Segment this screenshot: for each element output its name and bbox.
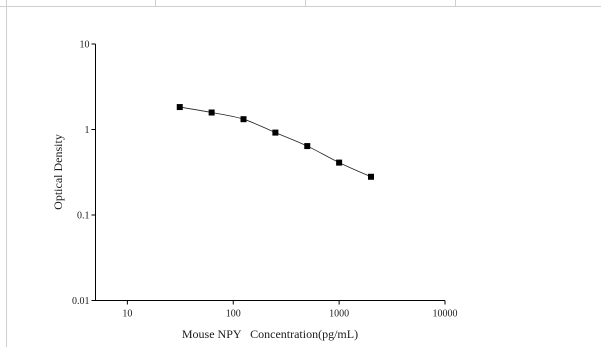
y-tick-label: 1 [85, 125, 90, 136]
data-point [367, 173, 374, 180]
fit-curve [179, 106, 372, 178]
x-tick-label: 1000 [329, 309, 349, 320]
y-axis-label: Optical Density [51, 134, 65, 210]
x-tick-label: 100 [226, 309, 241, 320]
data-point [240, 116, 247, 123]
y-tick-label: 10 [80, 40, 90, 51]
fit-curve-group [179, 106, 372, 178]
y-tick-label: 0.1 [77, 211, 90, 222]
x-axis-ticks: 10 100 1000 10000 [122, 300, 458, 320]
data-point [304, 143, 311, 150]
data-point [272, 129, 279, 136]
x-axis-label: Mouse NPY Concentration(pg/mL) [182, 327, 358, 341]
y-axis-ticks: 0.01 0.1 1 10 [72, 40, 96, 307]
data-points [176, 104, 374, 180]
y-tick-label: 0.01 [72, 296, 90, 307]
data-point [176, 104, 183, 111]
data-point [208, 109, 215, 116]
data-point [336, 159, 343, 166]
x-tick-label: 10000 [433, 309, 458, 320]
x-tick-label: 10 [122, 309, 132, 320]
axes [95, 44, 445, 301]
